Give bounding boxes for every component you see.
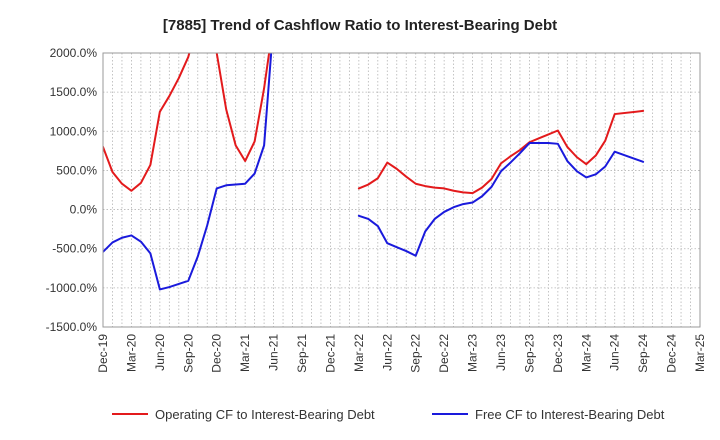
x-tick-label: Jun-22 (380, 334, 394, 371)
x-tick-label: Jun-20 (153, 334, 167, 371)
x-tick-label: Mar-22 (352, 334, 366, 372)
x-tick-label: Mar-25 (693, 334, 707, 372)
legend-item-free-cf: Free CF to Interest-Bearing Debt (432, 407, 665, 422)
x-tick-label: Sep-23 (522, 334, 536, 373)
y-tick-label: -1500.0% (46, 320, 98, 334)
y-axis-ticks: 2000.0% 1500.0% 1000.0% 500.0% 0.0% -500.0% -1… (46, 46, 98, 334)
y-tick-label: 1500.0% (50, 85, 98, 99)
legend: Operating CF to Interest-Bearing Debt Fre… (112, 407, 665, 422)
x-tick-label: Jun-23 (494, 334, 508, 371)
y-tick-label: 2000.0% (50, 46, 98, 60)
x-tick-label: Mar-21 (238, 334, 252, 372)
legend-item-operating-cf: Operating CF to Interest-Bearing Debt (112, 407, 375, 422)
chart-title: [7885] Trend of Cashflow Ratio to Intere… (163, 17, 557, 34)
y-tick-label: 1000.0% (50, 124, 98, 138)
x-tick-label: Dec-23 (551, 334, 565, 373)
x-tick-label: Dec-22 (437, 334, 451, 373)
x-tick-label: Dec-24 (665, 334, 679, 373)
x-tick-label: Jun-21 (267, 334, 281, 371)
legend-label: Operating CF to Interest-Bearing Debt (155, 407, 375, 422)
y-tick-label: 0.0% (70, 203, 98, 217)
x-tick-label: Dec-20 (210, 334, 224, 373)
x-tick-label: Sep-20 (181, 334, 195, 373)
x-tick-label: Mar-20 (124, 334, 138, 372)
series-line-free-cf (103, 53, 645, 291)
x-tick-label: Mar-24 (579, 334, 593, 372)
y-tick-label: -1000.0% (46, 281, 98, 295)
y-tick-label: -500.0% (52, 242, 97, 256)
y-tick-label: 500.0% (56, 163, 97, 177)
grid (102, 52, 701, 328)
x-tick-label: Sep-21 (295, 334, 309, 373)
x-tick-label: Dec-21 (323, 334, 337, 373)
x-tick-label: Sep-22 (409, 334, 423, 373)
legend-label: Free CF to Interest-Bearing Debt (475, 407, 665, 422)
plot-area (103, 53, 645, 291)
plot-frame (102, 52, 701, 328)
x-tick-label: Jun-24 (608, 334, 622, 371)
x-tick-label: Mar-23 (466, 334, 480, 372)
x-tick-label: Sep-24 (636, 334, 650, 373)
x-axis-ticks: Dec-19 Mar-20 Jun-20 Sep-20 Dec-20 Mar-21 Jun-… (96, 334, 707, 373)
x-tick-label: Dec-19 (96, 334, 110, 373)
series-line-operating-cf (103, 53, 645, 195)
